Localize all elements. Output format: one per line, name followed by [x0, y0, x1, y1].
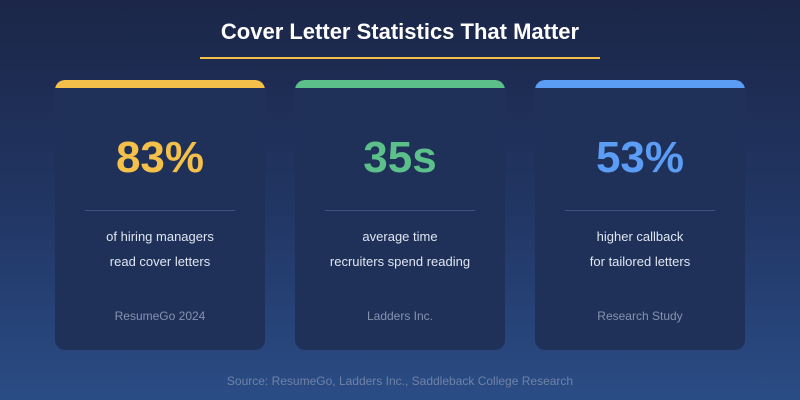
- card-accent-bar: [55, 80, 265, 88]
- stat-description: average time: [362, 229, 438, 244]
- card-divider: [85, 210, 235, 211]
- stat-description: for tailored letters: [589, 254, 691, 269]
- title: Cover Letter Statistics That Matter: [220, 19, 580, 44]
- stat-source: Research Study: [597, 309, 683, 323]
- title-underline: [200, 57, 600, 59]
- card-divider: [565, 210, 715, 211]
- stat-card: 35s average time recruiters spend reading L…: [295, 80, 505, 350]
- stat-description: recruiters spend reading: [329, 254, 471, 269]
- card-accent-bar: [535, 80, 745, 88]
- stat-value: 83%: [115, 133, 205, 182]
- card-divider: [325, 210, 475, 211]
- stat-description: read cover letters: [109, 254, 211, 269]
- stat-source: ResumeGo 2024: [114, 309, 206, 323]
- stat-value: 53%: [595, 133, 685, 182]
- card-accent-bar: [295, 80, 505, 88]
- footer-source: Source: ResumeGo, Ladders Inc., Saddleba…: [226, 374, 574, 388]
- stat-card: 53% higher callback for tailored letters Re…: [535, 80, 745, 350]
- stat-card: 83% of hiring managers read cover letters R…: [55, 80, 265, 350]
- stat-value: 35s: [363, 133, 437, 182]
- stat-source: Ladders Inc.: [366, 309, 434, 323]
- stat-description: higher callback: [596, 229, 684, 244]
- stat-description: of hiring managers: [106, 229, 214, 244]
